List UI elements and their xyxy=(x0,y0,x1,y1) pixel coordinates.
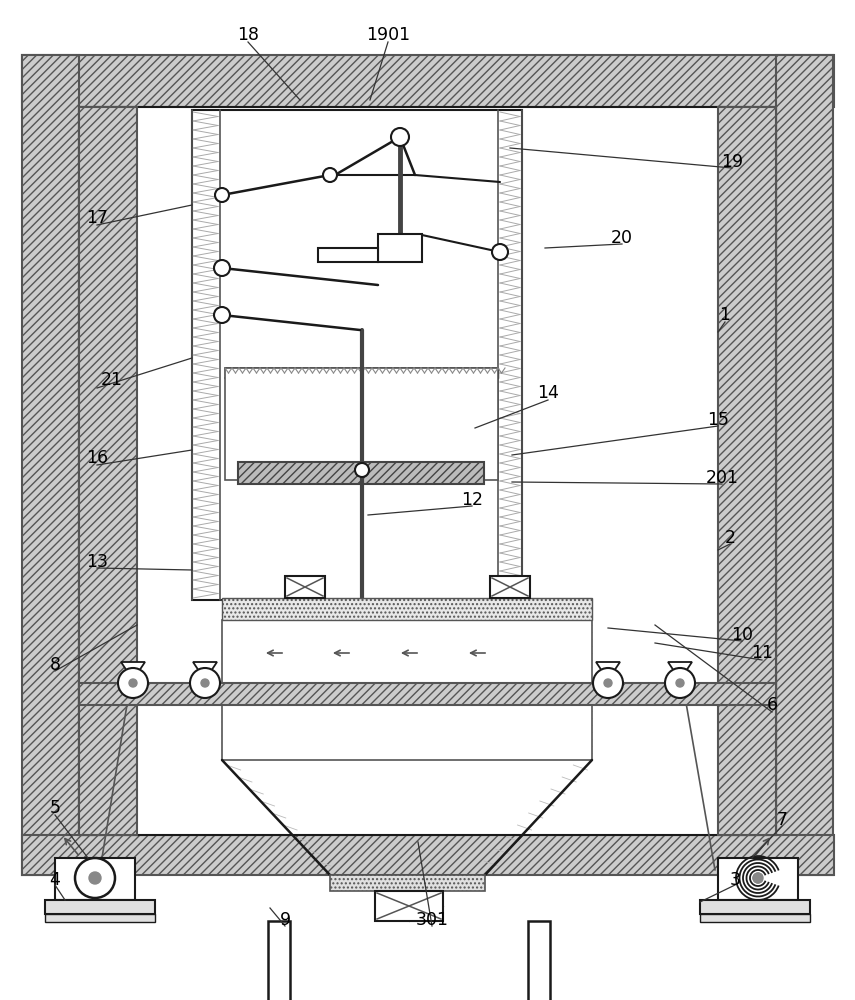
Text: 1901: 1901 xyxy=(366,26,410,44)
Circle shape xyxy=(665,668,695,698)
Text: 7: 7 xyxy=(776,811,787,829)
Circle shape xyxy=(201,679,209,687)
Bar xyxy=(490,576,530,598)
Bar xyxy=(528,921,550,1000)
Text: 21: 21 xyxy=(101,371,123,389)
Bar xyxy=(318,248,378,262)
Bar xyxy=(79,683,776,705)
Text: 19: 19 xyxy=(721,153,743,171)
Polygon shape xyxy=(193,662,217,680)
Text: 13: 13 xyxy=(86,553,108,571)
Circle shape xyxy=(214,260,230,276)
Bar xyxy=(700,900,810,914)
Text: 18: 18 xyxy=(237,26,259,44)
Bar xyxy=(22,835,834,875)
Bar xyxy=(192,110,522,600)
Text: 12: 12 xyxy=(461,491,483,509)
Text: 3: 3 xyxy=(729,871,740,889)
Bar xyxy=(45,914,155,922)
Bar xyxy=(222,598,592,620)
Bar xyxy=(225,368,498,480)
Circle shape xyxy=(190,668,220,698)
Circle shape xyxy=(753,873,763,883)
Text: 14: 14 xyxy=(537,384,559,402)
Bar xyxy=(378,234,422,262)
Text: 201: 201 xyxy=(705,469,739,487)
Circle shape xyxy=(129,679,137,687)
Bar xyxy=(45,900,155,914)
Bar xyxy=(238,462,484,484)
Circle shape xyxy=(215,188,229,202)
Bar xyxy=(700,914,810,922)
Circle shape xyxy=(593,668,623,698)
Bar xyxy=(268,921,290,1000)
Text: 10: 10 xyxy=(731,626,753,644)
Bar xyxy=(22,55,834,107)
Bar xyxy=(222,705,592,760)
Circle shape xyxy=(75,858,115,898)
Text: 8: 8 xyxy=(50,656,61,674)
Bar xyxy=(79,107,137,835)
Circle shape xyxy=(355,463,369,477)
Bar xyxy=(718,858,798,900)
Bar xyxy=(55,858,135,900)
Text: 301: 301 xyxy=(416,911,449,929)
Text: 9: 9 xyxy=(280,911,291,929)
Circle shape xyxy=(118,668,148,698)
Bar xyxy=(79,107,776,835)
Text: 15: 15 xyxy=(707,411,729,429)
Text: 17: 17 xyxy=(86,209,108,227)
Bar xyxy=(285,576,325,598)
Text: 4: 4 xyxy=(50,871,61,889)
Bar xyxy=(375,891,443,921)
Text: 6: 6 xyxy=(766,696,777,714)
Polygon shape xyxy=(596,662,620,680)
Circle shape xyxy=(391,128,409,146)
Text: 16: 16 xyxy=(86,449,108,467)
Bar xyxy=(222,620,592,693)
Text: 5: 5 xyxy=(50,799,61,817)
Circle shape xyxy=(676,679,684,687)
Text: 11: 11 xyxy=(751,644,773,662)
Bar xyxy=(22,55,79,875)
Bar xyxy=(330,875,485,891)
Bar xyxy=(776,55,833,875)
Polygon shape xyxy=(668,662,692,680)
Circle shape xyxy=(214,307,230,323)
Circle shape xyxy=(89,872,101,884)
Text: 2: 2 xyxy=(724,529,735,547)
Circle shape xyxy=(492,244,508,260)
Circle shape xyxy=(323,168,337,182)
Bar xyxy=(718,107,776,835)
Text: 1: 1 xyxy=(720,306,730,324)
Circle shape xyxy=(604,679,612,687)
Text: 20: 20 xyxy=(611,229,633,247)
Polygon shape xyxy=(121,662,145,680)
